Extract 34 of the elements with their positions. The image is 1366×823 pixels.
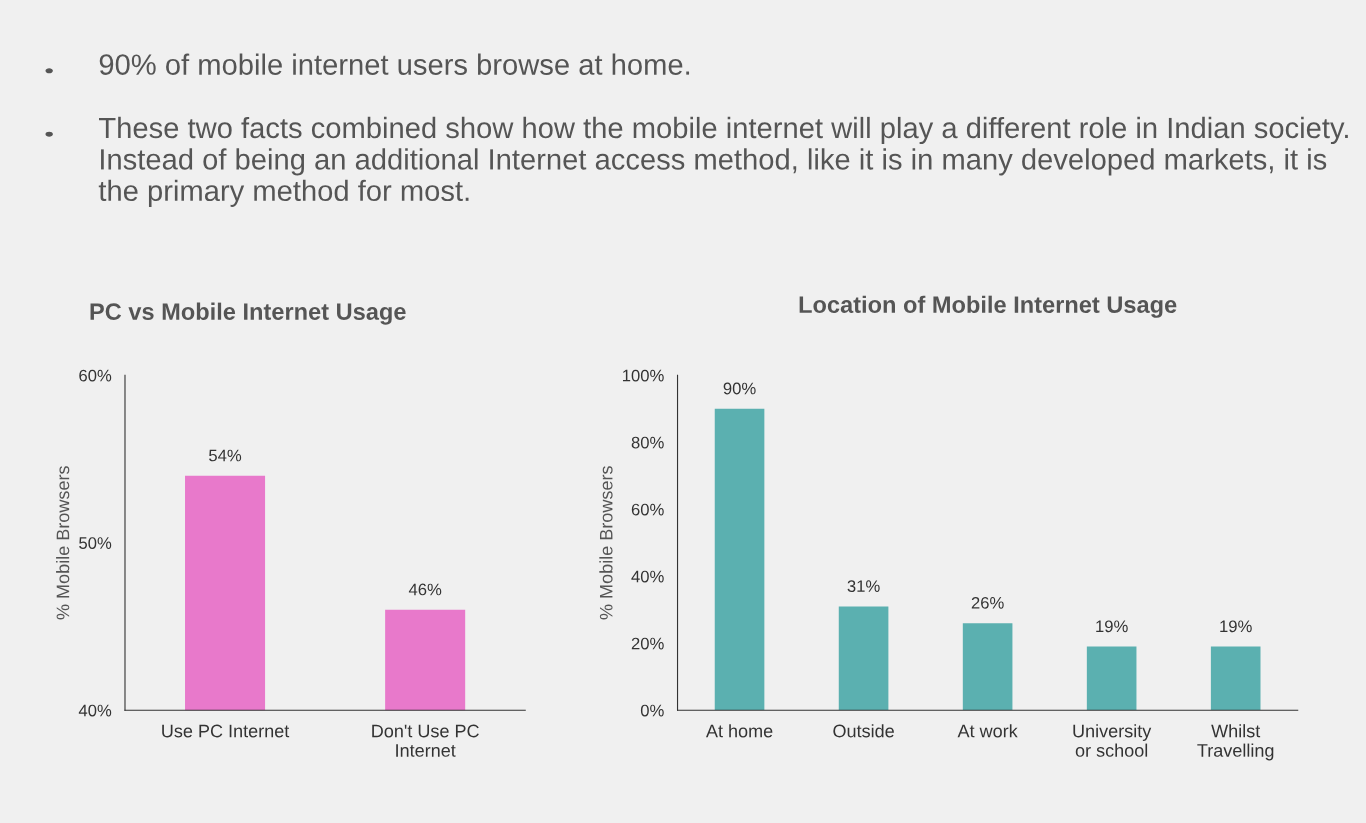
y-tick-label: 100% (622, 369, 664, 382)
x-tick-label: At home (705, 724, 773, 738)
y-tick-label: 20% (631, 637, 664, 650)
y-axis-title: % Mobile Browsers (56, 466, 70, 620)
text: These two facts combined show how the mobile internet will play a different role in Indian society. Instead of being an additional Internet access method, like it is in many developed markets, it is the primary method for most. (98, 116, 1348, 207)
y-tick-label: 50% (79, 537, 112, 549)
data-label: 46% (408, 583, 442, 596)
chart-title: PC vs Mobile Internet Usage (90, 302, 406, 325)
data-label: 19% (1220, 620, 1252, 633)
y-tick-label: 40% (78, 704, 112, 717)
bar (838, 606, 889, 711)
x-tick-label: Use PC Internet (162, 724, 290, 738)
y-axis-title: % Mobile Browsers (599, 466, 613, 620)
data-label: 26% (971, 596, 1004, 609)
x-tick-label: Don't Use PC Internet (372, 724, 479, 757)
data-label: 54% (209, 449, 242, 462)
text: 90% of mobile internet users browse at home. (99, 53, 690, 75)
bar (1210, 646, 1261, 711)
y-tick-label: 80% (631, 436, 664, 449)
y-tick-label: 40% (631, 570, 664, 583)
y-tick-label: 0% (640, 704, 664, 717)
x-tick-label: Whilst Travelling (1197, 724, 1274, 761)
x-tick-label: University or school (1073, 724, 1152, 757)
bar (1086, 646, 1137, 711)
x-tick-label: At work (957, 724, 1018, 738)
bar (714, 408, 765, 711)
y-tick-label: 60% (79, 369, 112, 382)
x-tick-label: Outside (833, 724, 894, 738)
y-tick-label: 60% (631, 503, 664, 516)
bar (962, 623, 1013, 711)
data-label: 31% (847, 580, 880, 593)
data-label: 19% (1096, 620, 1128, 633)
data-label: 90% (723, 382, 756, 395)
chart-title: Location of Mobile Internet Usage (799, 295, 1177, 318)
